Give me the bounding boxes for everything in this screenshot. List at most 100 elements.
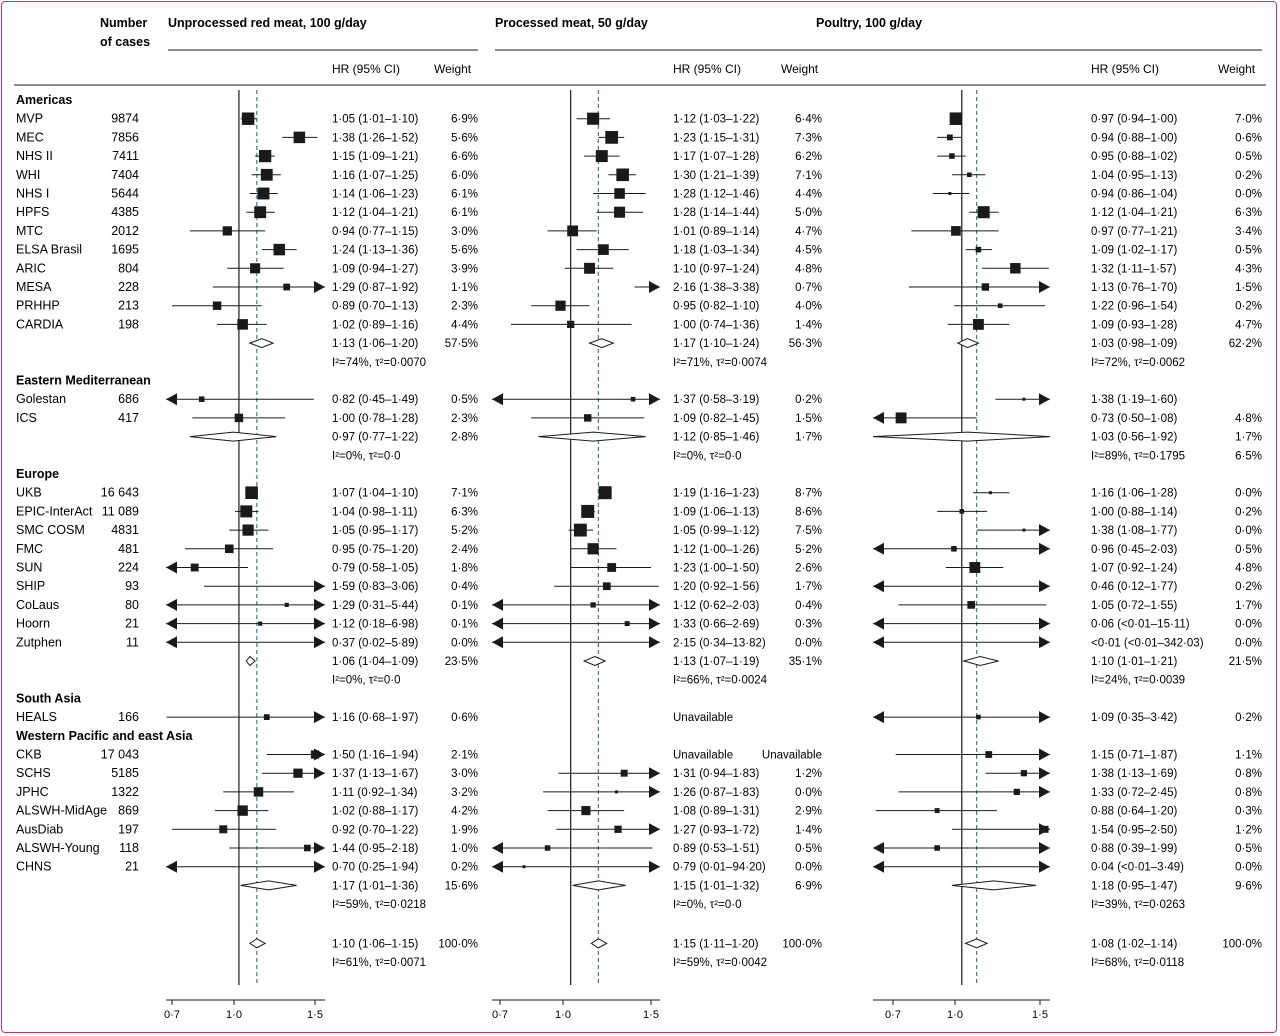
- pooled-diamond-red-meat: [245, 655, 256, 667]
- point-estimate-processed-meat: [605, 131, 619, 144]
- hr-ci-poultry: 1·54 (0·95–2·50): [1091, 824, 1177, 836]
- hr-ci-poultry: 1·22 (0·96–1·54): [1091, 301, 1177, 313]
- study-label: CHNS: [16, 860, 51, 874]
- study-label: CKB: [16, 748, 42, 762]
- hr-ci-poultry: 1·32 (1·11–1·57): [1091, 263, 1177, 275]
- weight-poultry: 4·7%: [1235, 319, 1262, 331]
- point-estimate-red-meat: [293, 768, 303, 778]
- hr-ci-processed-meat: 0·79 (0·01–94·20): [673, 862, 766, 874]
- point-estimate-red-meat: [263, 714, 270, 720]
- ci-arrow-right-poultry: [1039, 580, 1050, 593]
- x-tick-label-poultry: 0·7: [885, 1009, 901, 1021]
- weight-red-meat: 1·8%: [451, 563, 478, 575]
- study-label: SCHS: [16, 766, 51, 780]
- region-heading: Americas: [16, 93, 72, 107]
- study-label: ARIC: [16, 261, 46, 275]
- hr-ci-poultry: 0·46 (0·12–1·77): [1091, 581, 1177, 593]
- weight-processed-meat: 100·0%: [782, 938, 822, 950]
- point-estimate-poultry: [1022, 528, 1026, 532]
- pooled-diamond-processed-meat: [590, 938, 608, 949]
- hr-ci-processed-meat: 2·15 (0·34–13·82): [673, 637, 766, 649]
- point-estimate-processed-meat: [598, 486, 612, 500]
- weight-red-meat: 3·0%: [451, 768, 478, 780]
- weight-poultry: 0·5%: [1235, 245, 1262, 257]
- x-tick-label-poultry: 1·5: [1032, 1009, 1048, 1021]
- study-label: Hoorn: [16, 617, 50, 631]
- pooled-diamond-poultry: [956, 338, 980, 349]
- hr-ci-processed-meat: 1·31 (0·94–1·83): [673, 768, 759, 780]
- hr-header-red-meat: HR (95% CI): [332, 62, 400, 76]
- study-cases: 118: [119, 841, 139, 855]
- weight-poultry: 0·0%: [1235, 619, 1262, 631]
- point-estimate-red-meat: [283, 283, 291, 291]
- weight-processed-meat: 6·9%: [795, 880, 822, 892]
- weight-red-meat: 57·5%: [445, 338, 478, 350]
- study-cases: 197: [118, 822, 139, 836]
- hr-ci-processed-meat: 1·19 (1·16–1·23): [673, 488, 759, 500]
- study-cases: 198: [118, 317, 139, 331]
- ci-arrow-right-red-meat: [314, 598, 325, 611]
- point-estimate-poultry: [951, 546, 957, 552]
- study-cases: 7856: [111, 130, 139, 144]
- ci-arrow-left-processed-meat: [492, 598, 503, 611]
- hr-ci-red-meat: 1·29 (0·31–5·44): [332, 600, 418, 612]
- hr-ci-poultry: 1·09 (0·93–1·28): [1091, 319, 1177, 331]
- weight-red-meat: 100·0%: [438, 938, 478, 950]
- hr-ci-processed-meat: 0·95 (0·82–1·10): [673, 301, 759, 313]
- weight-red-meat: 0·5%: [451, 394, 478, 406]
- hr-ci-poultry: 1·05 (0·72–1·55): [1091, 600, 1177, 612]
- weight-processed-meat: 8·6%: [795, 506, 822, 518]
- point-estimate-processed-meat: [544, 845, 551, 851]
- study-label: NHS I: [16, 187, 49, 201]
- point-estimate-processed-meat: [567, 320, 575, 329]
- region-heading: Europe: [16, 467, 59, 481]
- weight-poultry: 100·0%: [1222, 938, 1262, 950]
- study-cases: 869: [118, 804, 139, 818]
- point-estimate-red-meat: [259, 149, 272, 163]
- study-label: SHIP: [16, 579, 45, 593]
- x-tick-label-poultry: 1·0: [947, 1009, 963, 1021]
- hr-ci-poultry: 0·88 (0·39–1·99): [1091, 843, 1177, 855]
- point-estimate-processed-meat: [581, 806, 591, 816]
- study-cases: 481: [118, 542, 139, 556]
- cases-header-line2: of cases: [100, 35, 150, 49]
- ci-arrow-right-processed-meat: [649, 393, 660, 406]
- ci-arrow-right-poultry: [1039, 281, 1050, 293]
- hr-ci-poultry: 1·38 (1·13–1·69): [1091, 768, 1177, 780]
- ci-arrow-right-processed-meat: [649, 785, 660, 798]
- point-estimate-poultry: [969, 562, 981, 573]
- hr-ci-processed-meat: 1·30 (1·21–1·39): [673, 170, 759, 182]
- hr-ci-red-meat: 1·17 (1·01–1·36): [332, 880, 418, 892]
- hr-ci-poultry: 1·07 (0·92–1·24): [1091, 563, 1177, 575]
- ci-arrow-right-poultry: [1039, 767, 1050, 780]
- point-estimate-red-meat: [284, 602, 289, 607]
- weight-red-meat: 3·9%: [451, 263, 478, 275]
- point-estimate-red-meat: [245, 486, 258, 499]
- pooled-diamond-red-meat: [240, 880, 297, 891]
- hr-ci-red-meat: 1·07 (1·04–1·10): [332, 488, 418, 500]
- weight-processed-meat: 0·2%: [795, 394, 822, 406]
- weight-processed-meat: 4·0%: [795, 301, 822, 313]
- weight-poultry: 3·4%: [1235, 226, 1262, 238]
- point-estimate-red-meat: [212, 301, 222, 310]
- pooled-diamond-poultry: [964, 938, 989, 949]
- weight-processed-meat: 0·7%: [795, 282, 822, 294]
- hr-ci-processed-meat: 0·89 (0·53–1·51): [673, 843, 759, 855]
- region-heading: Western Pacific and east Asia: [16, 729, 194, 743]
- heterogeneity-processed-meat: I²=66%, τ²=0·0024: [673, 675, 768, 687]
- hr-ci-red-meat: 0·94 (0·77–1·15): [332, 226, 418, 238]
- weight-poultry: 1·7%: [1235, 432, 1262, 444]
- weight-processed-meat: 1·7%: [795, 432, 822, 444]
- point-estimate-processed-meat: [614, 825, 622, 833]
- hr-ci-processed-meat: 1·26 (0·87–1·83): [673, 787, 759, 799]
- ci-arrow-right-poultry: [1039, 860, 1050, 873]
- hr-ci-processed-meat: Unavailable: [673, 712, 733, 724]
- weight-poultry: 4·8%: [1235, 563, 1262, 575]
- point-estimate-processed-meat: [614, 790, 618, 794]
- x-tick-label-red-meat: 0·7: [164, 1009, 180, 1021]
- heterogeneity-red-meat: I²=59%, τ²=0·0218: [332, 899, 426, 911]
- weight-processed-meat: 8·7%: [795, 488, 822, 500]
- ci-arrow-right-red-meat: [314, 767, 325, 780]
- study-label: Golestan: [16, 392, 66, 406]
- hr-ci-processed-meat: 1·01 (0·89–1·14): [673, 226, 759, 238]
